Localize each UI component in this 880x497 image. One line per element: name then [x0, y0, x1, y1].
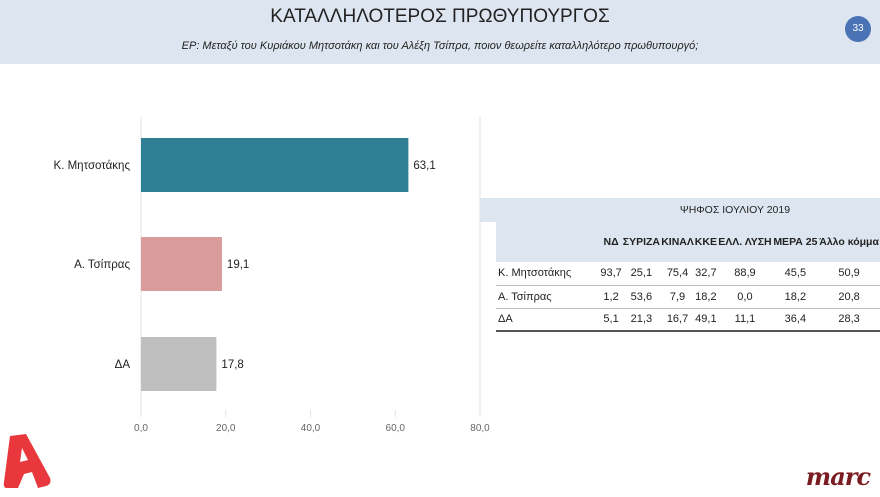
x-tick-label: 40,0 — [301, 423, 321, 434]
marc-logo: marc — [805, 462, 871, 491]
table-cell: 5,1 — [600, 308, 623, 332]
table-cell: 75,4 — [660, 262, 695, 286]
alpha-logo — [3, 434, 51, 488]
data-label: 19,1 — [227, 259, 249, 271]
table-row: Κ. Μητσοτάκης 93,7 25,1 75,4 32,7 88,9 45,5 50,… — [496, 262, 880, 286]
table-cell: 49,1 — [694, 308, 718, 332]
table-cell: 21,3 — [622, 308, 661, 332]
x-tick-label: 20,0 — [216, 423, 236, 434]
table-cell: 11,1 — [717, 308, 773, 332]
table-cell: 20,8 — [818, 285, 880, 309]
table-cell: 50,9 — [818, 262, 880, 286]
question-subtitle: ΕΡ: Μεταξύ του Κυριάκου Μητσοτάκη και το… — [181, 40, 699, 52]
x-tick-label: 60,0 — [386, 423, 406, 434]
col-header: ΕΛΛ. ΛΥΣΗ — [718, 236, 772, 248]
table-header-band — [496, 222, 880, 262]
page-number-badge: 33 — [845, 16, 871, 42]
table-cell: 1,2 — [600, 285, 623, 309]
col-header: ΝΔ — [603, 236, 619, 248]
page-title: ΚΑΤΑΛΛΗΛΟΤΕΡΟΣ ΠΡΩΘΥΠΟΥΡΓΟΣ — [270, 6, 610, 27]
vote-breakdown-table: ΝΔ ΣΥΡΙΖΑ ΚΙΝΑΛ ΚΚΕ ΕΛΛ. ΛΥΣΗ ΜΕΡΑ 25 Άλ… — [496, 222, 880, 332]
x-tick-label: 80,0 — [470, 423, 490, 434]
table-cell: 93,7 — [600, 262, 623, 286]
col-header: ΚΙΝΑΛ — [661, 236, 694, 248]
bar — [141, 337, 217, 391]
col-header: Άλλο κόμμα — [819, 236, 879, 248]
table-row: Α. Τσίπρας 1,2 53,6 7,9 18,2 0,0 18,2 20,8 — [496, 285, 880, 309]
table-cell: 18,2 — [694, 285, 718, 309]
table-cell: 36,4 — [772, 308, 819, 332]
data-label: 63,1 — [413, 160, 435, 172]
table-cell: 28,3 — [818, 308, 880, 332]
table-row: ΔΑ 5,1 21,3 16,7 49,1 11,1 36,4 28,3 — [496, 308, 880, 332]
col-header: ΚΚΕ — [694, 236, 717, 248]
data-label: 17,8 — [221, 359, 243, 371]
table-cell: 7,9 — [660, 285, 695, 309]
table-cell: 16,7 — [660, 308, 695, 332]
category-label: Κ. Μητσοτάκης — [54, 160, 131, 172]
row-label: ΔΑ — [496, 308, 600, 332]
bar — [141, 237, 222, 291]
table-title: ΨΗΦΟΣ ΙΟΥΛΙΟΥ 2019 — [480, 198, 880, 222]
col-header: ΣΥΡΙΖΑ — [622, 236, 660, 248]
table-cell: 25,1 — [622, 262, 661, 286]
category-label: Α. Τσίπρας — [74, 259, 130, 271]
row-label: Α. Τσίπρας — [496, 285, 600, 309]
corner-cell — [496, 222, 600, 262]
table-cell: 0,0 — [717, 285, 773, 309]
header-band: ΚΑΤΑΛΛΗΛΟΤΕΡΟΣ ΠΡΩΘΥΠΟΥΡΓΟΣ ΕΡ: Μεταξύ τ… — [0, 0, 880, 64]
bar — [141, 138, 409, 192]
table-cell: 32,7 — [694, 262, 718, 286]
table-cell: 53,6 — [622, 285, 661, 309]
category-label: ΔΑ — [115, 359, 131, 371]
x-tick-label: 0,0 — [134, 423, 148, 434]
table-cell: 88,9 — [717, 262, 773, 286]
table-cell: 18,2 — [772, 285, 819, 309]
row-label: Κ. Μητσοτάκης — [496, 262, 600, 286]
table-header-row: ΝΔ ΣΥΡΙΖΑ ΚΙΝΑΛ ΚΚΕ ΕΛΛ. ΛΥΣΗ ΜΕΡΑ 25 Άλ… — [496, 222, 880, 262]
table-cell: 45,5 — [772, 262, 819, 286]
col-header: ΜΕΡΑ 25 — [773, 236, 818, 248]
